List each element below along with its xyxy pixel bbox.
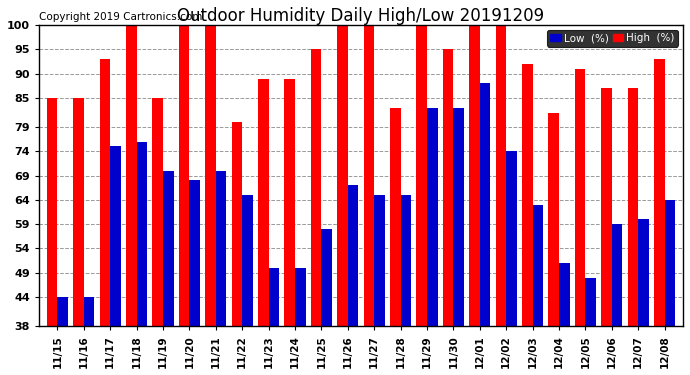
Bar (612, 224, 622, 326)
Bar (73, 98, 84, 326)
Bar (137, 142, 147, 326)
Bar (364, 25, 374, 326)
Bar (443, 50, 453, 326)
Bar (205, 25, 216, 326)
Bar (268, 268, 279, 326)
Bar (427, 108, 437, 326)
Bar (417, 25, 427, 326)
Bar (179, 25, 190, 326)
Bar (47, 98, 57, 326)
Bar (469, 25, 480, 326)
Bar (242, 195, 253, 326)
Bar (559, 263, 569, 326)
Legend: Low  (%), High  (%): Low (%), High (%) (547, 30, 678, 46)
Bar (57, 297, 68, 326)
Bar (628, 88, 638, 326)
Bar (163, 171, 174, 326)
Bar (654, 59, 664, 326)
Bar (401, 195, 411, 326)
Bar (337, 25, 348, 326)
Bar (522, 64, 533, 326)
Bar (126, 25, 137, 326)
Bar (480, 83, 491, 326)
Bar (495, 25, 506, 326)
Bar (390, 108, 401, 326)
Bar (295, 268, 306, 326)
Bar (601, 88, 612, 326)
Bar (258, 78, 268, 326)
Bar (99, 59, 110, 326)
Bar (549, 112, 559, 326)
Bar (585, 278, 596, 326)
Bar (374, 195, 385, 326)
Title: Outdoor Humidity Daily High/Low 20191209: Outdoor Humidity Daily High/Low 20191209 (177, 7, 544, 25)
Bar (84, 297, 95, 326)
Bar (110, 147, 121, 326)
Bar (152, 98, 163, 326)
Text: Copyright 2019 Cartronics.com: Copyright 2019 Cartronics.com (39, 12, 202, 22)
Bar (638, 219, 649, 326)
Bar (506, 152, 517, 326)
Bar (284, 78, 295, 326)
Bar (453, 108, 464, 326)
Bar (311, 50, 322, 326)
Bar (533, 205, 543, 326)
Bar (348, 185, 358, 326)
Bar (216, 171, 226, 326)
Bar (232, 122, 242, 326)
Bar (190, 180, 200, 326)
Bar (322, 229, 332, 326)
Bar (575, 69, 585, 326)
Bar (664, 200, 675, 326)
